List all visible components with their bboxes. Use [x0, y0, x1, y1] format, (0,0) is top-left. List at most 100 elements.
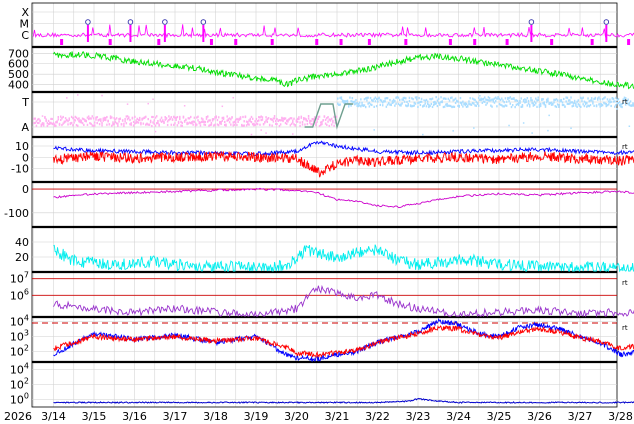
- sector-dot: [548, 102, 550, 106]
- sector-dot: [496, 97, 498, 100]
- sector-dot: [514, 99, 516, 102]
- sector-dot: [103, 116, 106, 119]
- sector-dot: [216, 118, 219, 122]
- sector-dot: [334, 121, 337, 124]
- sector-dot: [330, 123, 333, 126]
- sector-dot: [236, 117, 238, 121]
- sector-dot: [453, 105, 456, 108]
- sector-dot: [258, 119, 260, 122]
- sector-dot: [571, 105, 573, 108]
- proton-tick-label-1e6: 106: [10, 287, 29, 302]
- sector-dot: [567, 102, 570, 106]
- sector-dot: [406, 100, 408, 103]
- sector-dot: [73, 121, 75, 124]
- sector-dot: [572, 104, 575, 107]
- sector-dot: [396, 96, 399, 99]
- sector-dot: [196, 116, 198, 119]
- x-tick-label-3-17: 3/17: [163, 410, 188, 423]
- sector-dot: [486, 98, 488, 102]
- sector-dot: [86, 123, 89, 126]
- sector-dot: [618, 104, 621, 107]
- sector-dot: [271, 124, 273, 127]
- sector-dot: [434, 102, 436, 106]
- electron-tick-label-1e4: 104: [10, 314, 29, 329]
- sector-dot: [292, 119, 294, 122]
- sector-dot: [231, 116, 233, 119]
- sector-dot: [282, 119, 284, 123]
- sector-dot: [445, 97, 447, 100]
- sector-dot: [109, 116, 112, 120]
- sector-dot: [380, 100, 383, 103]
- sector-dot: [98, 118, 101, 121]
- sector-dot: [154, 130, 157, 133]
- sector-dot: [473, 98, 475, 101]
- sector-dot: [34, 117, 36, 120]
- sector-dot: [352, 100, 355, 104]
- sector-dot: [545, 98, 548, 101]
- sector-dot: [40, 123, 43, 126]
- sector-dot: [179, 115, 181, 119]
- sector-dot: [153, 122, 156, 125]
- sector-dot: [628, 103, 631, 107]
- sector-dot: [488, 99, 491, 102]
- sector-dot: [475, 100, 478, 103]
- sector-dot: [101, 124, 103, 127]
- flare-marker-circle: [200, 19, 207, 25]
- sector-dot: [226, 115, 228, 118]
- sector-dot: [502, 99, 504, 102]
- sector-dot: [94, 121, 96, 124]
- sector-dot: [168, 115, 170, 118]
- sector-dot: [129, 123, 131, 126]
- sector-dot: [114, 118, 117, 121]
- sector-dot: [255, 122, 258, 125]
- sector-dot: [384, 100, 386, 103]
- sector-dot: [273, 117, 276, 120]
- sector-dot: [587, 104, 589, 107]
- sector-dot: [126, 118, 129, 121]
- sector-dot: [57, 116, 60, 119]
- sector-dot: [130, 123, 132, 126]
- sector-dot: [436, 104, 439, 108]
- sector-dot: [307, 117, 310, 120]
- electron-e1-line: [53, 324, 634, 359]
- sector-dot: [272, 120, 275, 123]
- sector-dot: [92, 124, 95, 127]
- sector-dot: [575, 102, 577, 106]
- sector-dot: [424, 99, 426, 102]
- sector-dot: [477, 104, 480, 107]
- sector-dot: [271, 118, 273, 121]
- sector-dot: [632, 104, 634, 107]
- sector-dot: [400, 103, 402, 106]
- sector-dot: [149, 119, 152, 122]
- sector-dot: [473, 127, 475, 129]
- sector-dot: [491, 98, 493, 101]
- flare-marker-circle: [162, 19, 168, 25]
- sector-dot: [372, 99, 374, 102]
- sector-dot: [615, 96, 617, 99]
- sector-dot: [392, 98, 395, 101]
- sector-dot: [328, 124, 330, 128]
- sector-dot: [477, 96, 480, 99]
- sector-dot: [188, 121, 191, 124]
- sector-dot: [233, 120, 236, 123]
- sector-dot: [544, 105, 547, 108]
- sector-dot: [224, 123, 226, 127]
- sector-dot: [324, 122, 327, 125]
- sector-dot: [350, 104, 352, 107]
- wind-series-line: [53, 51, 634, 90]
- sector-dot: [192, 123, 194, 126]
- sector-dot: [586, 105, 588, 108]
- sector-dot: [38, 117, 40, 121]
- sector-dot: [192, 120, 194, 123]
- sector-dot: [428, 105, 430, 109]
- sector-dot: [459, 101, 462, 104]
- sector-dot: [607, 103, 610, 106]
- sector-dot: [153, 119, 156, 122]
- wind-tick-label-400: 400: [8, 79, 29, 92]
- sector-dot: [328, 118, 330, 121]
- sector-dot: [205, 117, 208, 120]
- sector-dot: [293, 117, 295, 120]
- sector-dot: [624, 97, 627, 100]
- sector-dot: [363, 98, 366, 101]
- sector-dot: [623, 98, 626, 102]
